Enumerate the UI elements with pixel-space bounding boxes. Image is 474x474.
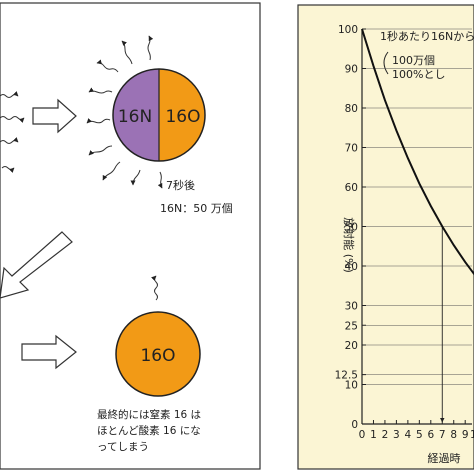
final-caption-line-3: ってしまう xyxy=(97,441,149,453)
legend-line-3: 100%とし xyxy=(392,68,445,81)
nitrogen-half xyxy=(113,69,159,161)
y-tick-label: 90 xyxy=(345,64,358,76)
y-tick-label: 30 xyxy=(345,301,358,313)
x-tick-label: 5 xyxy=(416,429,423,441)
y-tick-label: 70 xyxy=(345,143,358,155)
y-tick-label: 40 xyxy=(345,261,358,273)
y-tick-label: 50 xyxy=(345,222,358,234)
final-nucleus-label: 16O xyxy=(140,346,175,366)
left-panel-frame xyxy=(0,2,261,470)
x-tick-label: 10 xyxy=(470,429,474,441)
legend-line-2: 100万個 xyxy=(392,54,435,67)
y-tick-label: 12.5 xyxy=(335,370,358,382)
y-tick-label: 20 xyxy=(345,340,358,352)
right-panel-frame xyxy=(297,4,474,470)
y-tick-label: 100 xyxy=(338,24,358,36)
nitrogen-count-label: 16N：50 万個 xyxy=(160,202,233,215)
final-caption-line-2: ほとんど酸素 16 にな xyxy=(97,424,201,437)
x-axis-label: 経過時 xyxy=(428,452,461,465)
x-tick-label: 6 xyxy=(427,429,434,441)
small-squiggle-icon xyxy=(151,275,158,301)
y-axis-label: 放射能 (%) xyxy=(342,217,356,273)
x-tick-label: 2 xyxy=(382,429,389,441)
x-tick-label: 3 xyxy=(393,429,400,441)
x-tick-label: 0 xyxy=(359,429,366,441)
x-tick-label: 1 xyxy=(370,429,377,441)
oxygen-half xyxy=(159,69,205,161)
radiation-squiggles xyxy=(86,35,163,189)
hollow-arrow-right-bottom-icon xyxy=(21,334,77,370)
decay-chart: 01012.5202530405060708090100012345678910… xyxy=(335,24,474,441)
y-tick-label: 0 xyxy=(351,419,358,431)
particle-squiggles-left xyxy=(0,91,25,173)
nucleus-o-label: 16O xyxy=(165,107,200,127)
legend-bracket xyxy=(383,51,389,75)
y-tick-label: 80 xyxy=(345,103,358,115)
x-tick-label: 8 xyxy=(450,429,457,441)
hollow-arrow-right-icon xyxy=(32,98,77,134)
y-tick-label: 60 xyxy=(345,182,358,194)
after-7s-label: 7秒後 xyxy=(166,178,195,192)
x-tick-label: 9 xyxy=(462,429,469,441)
legend-line-1: 1秒あたり16Nから xyxy=(380,29,474,43)
decay-diagram-panel: 16N 16O 7秒後 16N：50 万個 16O 最終的には窒素 16 は ほ… xyxy=(0,2,261,470)
decay-chart-panel: 1秒あたり16Nから 100万個 100%とし 放射能 (%) 経過時 0101… xyxy=(297,4,474,470)
nitrogen-oxygen-nucleus: 16N 16O xyxy=(112,68,206,162)
hollow-arrow-diagonal-icon xyxy=(0,231,73,299)
nucleus-n-label: 16N xyxy=(118,107,152,127)
final-caption-line-1: 最終的には窒素 16 は xyxy=(97,408,201,421)
x-tick-label: 4 xyxy=(405,429,412,441)
decay-curve-line xyxy=(361,28,474,276)
y-tick-label: 10 xyxy=(345,380,358,392)
final-oxygen-nucleus: 16O xyxy=(115,311,201,397)
x-tick-label: 7 xyxy=(439,429,446,441)
y-tick-label: 25 xyxy=(345,320,358,332)
